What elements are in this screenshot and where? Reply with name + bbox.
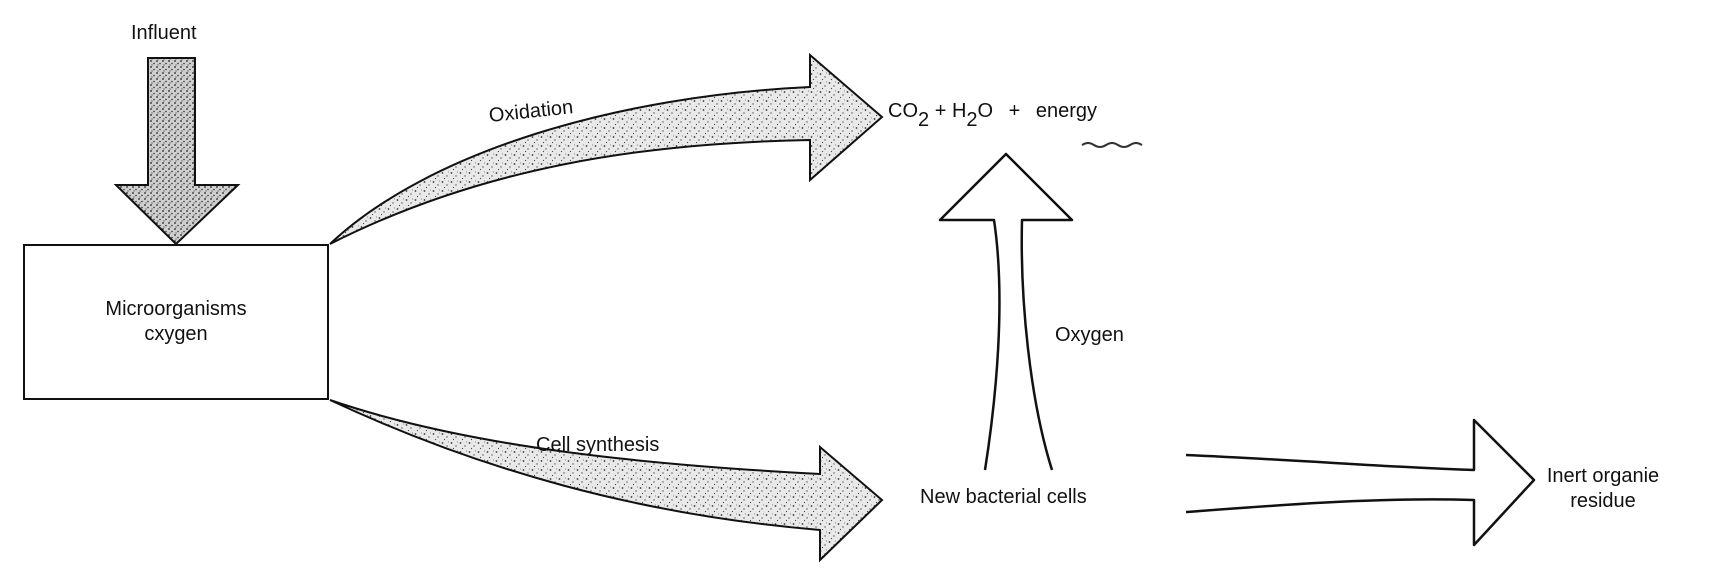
- residue-line-2: residue: [1570, 490, 1636, 512]
- cell-synthesis-label: Cell synthesis: [536, 434, 660, 456]
- cell-synthesis-arrow: [329, 399, 884, 563]
- co-text: CO: [888, 100, 918, 122]
- products-formula: CO2 + H2O + energy: [888, 100, 1098, 130]
- influent-label: Influent: [131, 22, 197, 44]
- oxygen-arrow: [938, 152, 1074, 471]
- plus-2: +: [1008, 100, 1021, 122]
- box-line-1: Microorganisms: [105, 298, 247, 320]
- h-subscript: 2: [966, 109, 978, 131]
- o-text: O: [977, 100, 994, 122]
- box-line-2: cxygen: [144, 323, 208, 345]
- microorganisms-box: Microorganisms cxygen: [23, 244, 329, 400]
- oxygen-label: Oxygen: [1055, 324, 1124, 346]
- energy-underline: [1081, 142, 1143, 148]
- oxidation-arrow: [329, 52, 884, 245]
- residue-arrow: [1185, 418, 1536, 547]
- energy-text: energy: [1035, 100, 1098, 122]
- new-bacterial-cells-label: New bacterial cells: [920, 486, 1087, 508]
- co-subscript: 2: [918, 109, 930, 131]
- h-text: H: [951, 100, 967, 122]
- inert-residue-label: Inert organie residue: [1538, 464, 1668, 514]
- plus-1: +: [934, 100, 947, 122]
- residue-line-1: Inert organie: [1546, 465, 1660, 487]
- influent-arrow: [113, 57, 241, 246]
